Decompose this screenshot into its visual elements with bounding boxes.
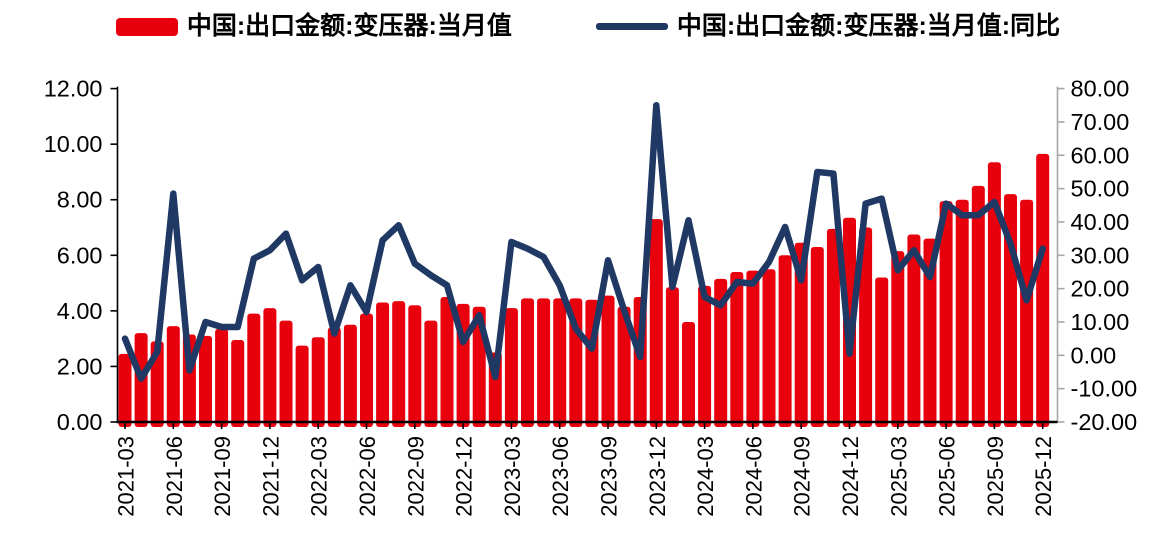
export-value-bar [665,287,679,427]
right-axis-label: 20.00 [1071,276,1130,302]
export-value-bar [440,296,454,427]
left-axis-label: 8.00 [57,187,103,213]
left-axis-label: 10.00 [44,131,103,157]
x-axis-label: 2024-06 [741,436,766,517]
export-value-bar [215,328,229,427]
export-value-bar [1036,153,1050,427]
export-value-bar [263,308,277,427]
right-axis-label: 70.00 [1071,109,1130,135]
line-series-label: 中国:出口金额:变压器:当月值:同比 [676,12,1061,40]
yoy-line [121,102,1046,382]
x-axis-label: 2023-12 [645,436,670,517]
bar-series-swatch [115,17,178,36]
x-axis-label: 2021-12 [258,436,283,517]
right-axis-label: 30.00 [1071,242,1130,268]
export-value-bar [424,320,438,427]
right-axis-label: -10.00 [1071,376,1138,402]
export-value-bar [794,242,808,427]
export-value-bar [923,238,937,427]
export-value-bar [231,340,245,427]
x-axis-label: 2022-06 [355,436,380,517]
export-value-bar [778,255,792,427]
x-axis-label: 2021-03 [114,436,139,517]
x-axis-label: 2022-09 [403,436,428,517]
x-axis-label: 2023-06 [548,436,573,517]
export-value-bar [971,185,985,427]
x-axis-label: 2025-06 [935,436,960,517]
export-value-bar [118,353,132,427]
left-axis-label: 2.00 [57,353,103,379]
legend-item-bar: 中国:出口金额:变压器:当月值 [115,12,512,40]
right-axis-label: 0.00 [1071,342,1117,368]
right-axis-label: 50.00 [1071,176,1130,202]
export-value-bar [617,306,631,427]
left-axis-label: 6.00 [57,242,103,268]
export-value-bar [392,301,406,427]
right-axis-label: 80.00 [1071,76,1130,102]
export-value-bar [826,228,840,427]
export-value-bar [682,321,695,427]
export-value-bar [714,278,728,427]
x-axis-label: 2024-03 [693,436,718,517]
export-value-bar [730,271,744,427]
legend-item-line: 中国:出口金额:变压器:当月值:同比 [595,12,1061,40]
export-value-bar [521,298,534,427]
export-value-bar [907,234,921,427]
x-axis-label: 2025-09 [983,436,1008,517]
export-value-bar [279,320,293,427]
export-value-bar [295,345,309,427]
export-value-bar [408,305,422,427]
export-value-bar [810,246,824,427]
x-axis-label: 2021-09 [210,436,235,517]
x-axis-label: 2021-06 [162,436,187,517]
line-series-swatch [595,23,668,30]
x-axis-label: 2025-03 [886,436,911,517]
export-value-bar [504,308,518,427]
export-value-bar [537,298,551,427]
x-axis-label: 2023-09 [597,436,622,517]
x-axis-label: 2025-12 [1031,436,1056,517]
export-value-bar [553,298,567,427]
export-value-bar [343,324,357,427]
left-axis-label: 12.00 [44,76,103,102]
right-axis-label: -20.00 [1071,409,1138,435]
export-value-bar [327,327,341,427]
x-axis-label: 2024-12 [838,436,863,517]
right-axis-label: 10.00 [1071,309,1130,335]
x-axis-label: 2022-12 [452,436,477,517]
export-value-bar [1020,199,1034,427]
x-axis-label: 2022-03 [307,436,332,517]
left-axis-label: 4.00 [57,298,103,324]
x-axis-label: 2023-03 [500,436,525,517]
export-value-bar [762,269,776,427]
right-axis-label: 60.00 [1071,142,1130,168]
x-axis-label: 2024-09 [790,436,815,517]
export-value-bar [955,199,969,427]
bar-series-label: 中国:出口金额:变压器:当月值 [186,12,512,40]
export-value-bar [601,295,615,427]
export-value-bar [166,326,180,427]
export-value-bar [891,251,905,427]
export-value-bar [311,337,325,427]
export-value-bar [199,335,212,427]
export-value-bar [875,277,889,427]
export-value-bar [939,201,953,427]
left-axis-label: 0.00 [57,409,103,435]
export-value-bar [746,270,760,427]
export-value-bar [247,313,261,427]
export-value-bar [360,313,373,427]
right-axis-label: 40.00 [1071,209,1130,235]
export-value-bar [987,162,1001,427]
export-value-bar [649,219,663,427]
export-value-bar [376,302,390,427]
export-value-bar [859,227,873,427]
export-value-bar [698,285,712,427]
legend: 中国:出口金额:变压器:当月值 中国:出口金额:变压器:当月值:同比 [0,14,1176,39]
